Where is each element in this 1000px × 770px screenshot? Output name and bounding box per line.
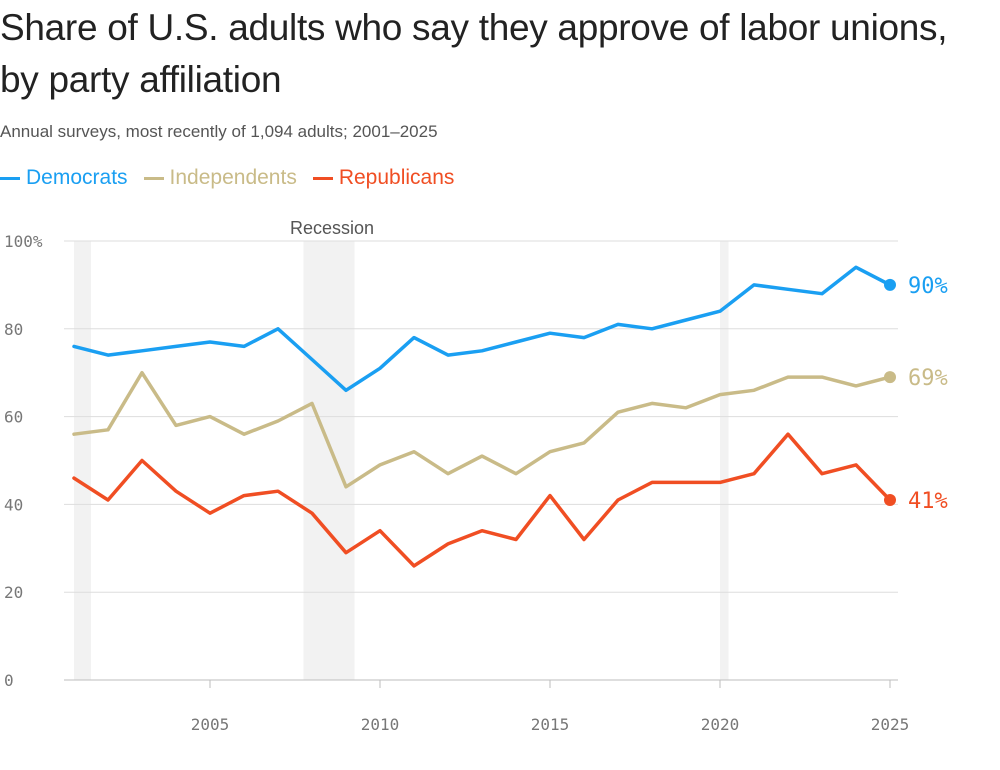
series-lines <box>72 265 896 568</box>
y-tick-label: 40 <box>4 495 23 514</box>
axes: 0 20 40 60 80 100% 2005 2010 2015 2020 2025 <box>4 232 909 734</box>
end-point-dem <box>884 278 896 291</box>
legend-label-democrats: Democrats <box>26 166 128 189</box>
legend-item-republicans: Republicans <box>312 166 455 190</box>
legend-swatch-democrats <box>0 176 20 180</box>
gridlines <box>64 240 898 681</box>
chart-title: Share of U.S. adults who say they approv… <box>0 7 948 100</box>
y-tick-label: 0 <box>4 671 14 690</box>
y-tick-label: 20 <box>4 583 23 602</box>
end-labels: 90% 69% 41% <box>908 274 948 514</box>
series-line-dem <box>72 265 892 393</box>
end-label-dem: 90% <box>908 274 948 299</box>
chart-subtitle: Annual surveys, most recently of 1,094 a… <box>0 122 438 141</box>
legend-swatch-independents <box>143 176 164 180</box>
end-point-rep <box>884 494 896 507</box>
series-line-ind <box>72 370 892 489</box>
recession-label: Recession <box>290 218 374 238</box>
x-tick-label: 2015 <box>531 715 570 734</box>
recession-bands: Recession <box>74 218 729 680</box>
y-tick-label: 100% <box>4 232 43 251</box>
y-tick-label: 60 <box>4 408 23 427</box>
legend-label-republicans: Republicans <box>338 166 455 189</box>
end-label-rep: 41% <box>908 489 948 514</box>
y-tick-label: 80 <box>4 320 23 339</box>
x-tick-label: 2010 <box>361 715 400 734</box>
x-tick-label: 2020 <box>701 715 740 734</box>
legend: Democrats Independents Republicans <box>0 166 454 190</box>
legend-item-independents: Independents <box>143 166 297 190</box>
x-tick-label: 2005 <box>191 715 230 734</box>
end-label-ind: 69% <box>908 366 948 391</box>
legend-label-independents: Independents <box>169 166 297 189</box>
recession-band <box>74 241 91 680</box>
legend-item-democrats: Democrats <box>0 166 128 190</box>
recession-band <box>303 241 355 680</box>
series-line-rep <box>72 432 892 568</box>
recession-band <box>720 241 729 680</box>
end-point-ind <box>884 371 896 384</box>
legend-swatch-republicans <box>312 176 333 180</box>
x-tick-label: 2025 <box>871 715 910 734</box>
